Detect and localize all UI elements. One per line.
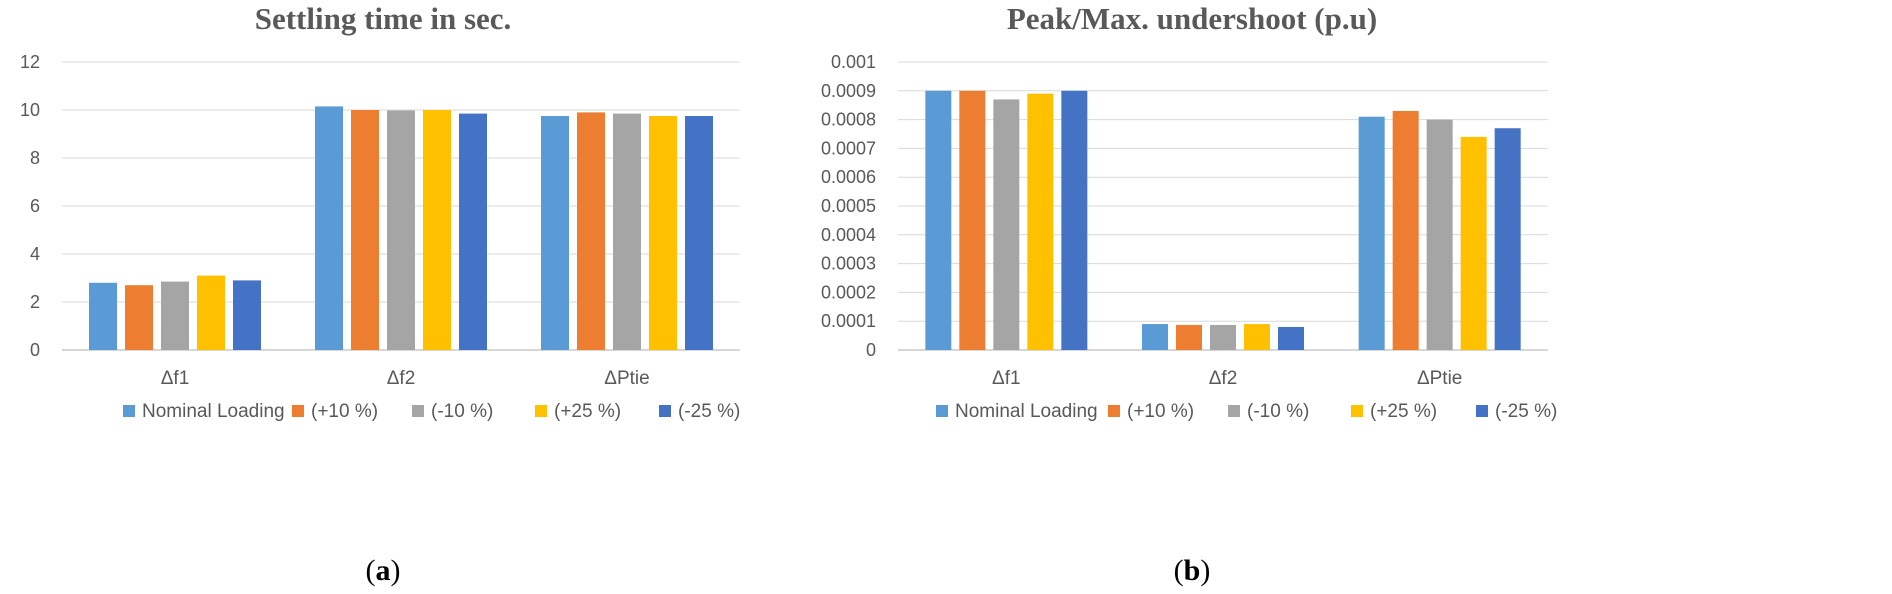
bar-f1-series-3 <box>161 281 189 350</box>
y-tick-label: 0.0008 <box>821 110 876 130</box>
y-tick-label: 0.001 <box>831 52 876 72</box>
subfigure-caption: (b) <box>1174 554 1211 587</box>
bar-f2-series-2 <box>351 110 379 350</box>
y-tick-label: 0.0004 <box>821 225 876 245</box>
bar-f2-series-5 <box>1278 326 1304 350</box>
legend-swatch <box>535 405 547 417</box>
legend-swatch <box>292 405 304 417</box>
x-category-label: ΔPtie <box>1417 368 1462 389</box>
legend-label: (-10 %) <box>1247 401 1309 422</box>
caption-close-paren: ) <box>391 554 401 587</box>
legend-swatch <box>659 405 671 417</box>
bar-Ptie-series-5 <box>1494 128 1521 350</box>
x-category-label: Δf2 <box>387 368 416 389</box>
chart-title: Settling time in sec. <box>255 1 512 36</box>
caption-letter: a <box>376 554 391 587</box>
bar-Ptie-series-1 <box>541 116 569 350</box>
y-tick-label: 10 <box>20 100 40 120</box>
x-category-label: Δf1 <box>992 368 1021 389</box>
y-tick-label: 0 <box>866 340 876 360</box>
bar-Ptie-series-2 <box>1392 110 1419 351</box>
bar-Ptie-series-4 <box>649 116 677 350</box>
y-tick-label: 8 <box>30 148 40 168</box>
bar-Ptie-series-2 <box>577 112 605 351</box>
y-tick-label: 0 <box>30 340 40 360</box>
bar-f1-series-4 <box>1027 93 1054 351</box>
bar-f2-series-3 <box>1210 324 1236 350</box>
legend-label: (+10 %) <box>311 401 378 422</box>
bar-f1-series-3 <box>993 99 1020 350</box>
legend-label: (+25 %) <box>1370 401 1437 422</box>
legend-swatch <box>936 405 948 417</box>
bar-f1-series-1 <box>925 90 952 351</box>
y-tick-label: 4 <box>30 244 40 264</box>
legend-label: Nominal Loading <box>955 401 1098 422</box>
legend-label: (-25 %) <box>1495 401 1557 422</box>
y-tick-label: 0.0007 <box>821 138 876 158</box>
legend-swatch <box>1108 405 1120 417</box>
legend-swatch <box>123 405 135 417</box>
bar-f2-series-3 <box>387 110 415 350</box>
legend-label: Nominal Loading <box>142 401 285 422</box>
bar-f1-series-2 <box>959 90 986 351</box>
y-tick-label: 2 <box>30 292 40 312</box>
y-tick-label: 0.0009 <box>821 81 876 101</box>
x-category-label: ΔPtie <box>604 368 649 389</box>
legend-label: (-10 %) <box>431 401 493 422</box>
y-tick-label: 0.0003 <box>821 254 876 274</box>
bar-f1-series-1 <box>89 282 117 350</box>
legend-swatch <box>412 405 424 417</box>
legend-swatch <box>1351 405 1363 417</box>
bar-f2-series-1 <box>315 106 343 351</box>
y-tick-label: 0.0001 <box>821 311 876 331</box>
caption-open-paren: ( <box>1174 554 1184 587</box>
bar-f2-series-4 <box>1244 324 1270 350</box>
bar-f2-series-4 <box>423 110 451 350</box>
caption-open-paren: ( <box>366 554 376 587</box>
bar-f1-series-2 <box>125 285 153 350</box>
legend-swatch <box>1228 405 1240 417</box>
bar-Ptie-series-4 <box>1460 136 1487 350</box>
bar-Ptie-series-1 <box>1358 116 1385 350</box>
legend-label: (-25 %) <box>678 401 740 422</box>
caption-letter: b <box>1184 554 1201 587</box>
y-tick-label: 6 <box>30 196 40 216</box>
bar-Ptie-series-5 <box>685 116 713 350</box>
x-category-label: Δf1 <box>161 368 190 389</box>
x-category-label: Δf2 <box>1209 368 1238 389</box>
legend-label: (+10 %) <box>1127 401 1194 422</box>
bar-f2-series-5 <box>459 113 487 350</box>
bar-f2-series-1 <box>1142 324 1168 350</box>
legend-label: (+25 %) <box>554 401 621 422</box>
bar-f1-series-4 <box>197 275 225 350</box>
y-tick-label: 0.0002 <box>821 282 876 302</box>
caption-close-paren: ) <box>1200 554 1210 587</box>
bar-Ptie-series-3 <box>613 113 641 350</box>
bar-f2-series-2 <box>1176 324 1202 350</box>
bar-f1-series-5 <box>1061 90 1088 351</box>
bar-f1-series-5 <box>233 280 261 350</box>
subfigure-caption: (a) <box>366 554 401 587</box>
y-tick-label: 0.0006 <box>821 167 876 187</box>
y-tick-label: 12 <box>20 52 40 72</box>
y-tick-label: 0.0005 <box>821 196 876 216</box>
chart-title: Peak/Max. undershoot (p.u) <box>1007 1 1377 36</box>
chart-peak-undershoot: Peak/Max. undershoot (p.u) 0 0.0001 0.0002 0… <box>821 1 1557 587</box>
bar-Ptie-series-3 <box>1426 119 1453 350</box>
legend-swatch <box>1476 405 1488 417</box>
chart-settling-time: Settling time in sec. 0 2 4 6 8 10 12 Δf1 Δf2 ΔPti… <box>20 1 740 587</box>
